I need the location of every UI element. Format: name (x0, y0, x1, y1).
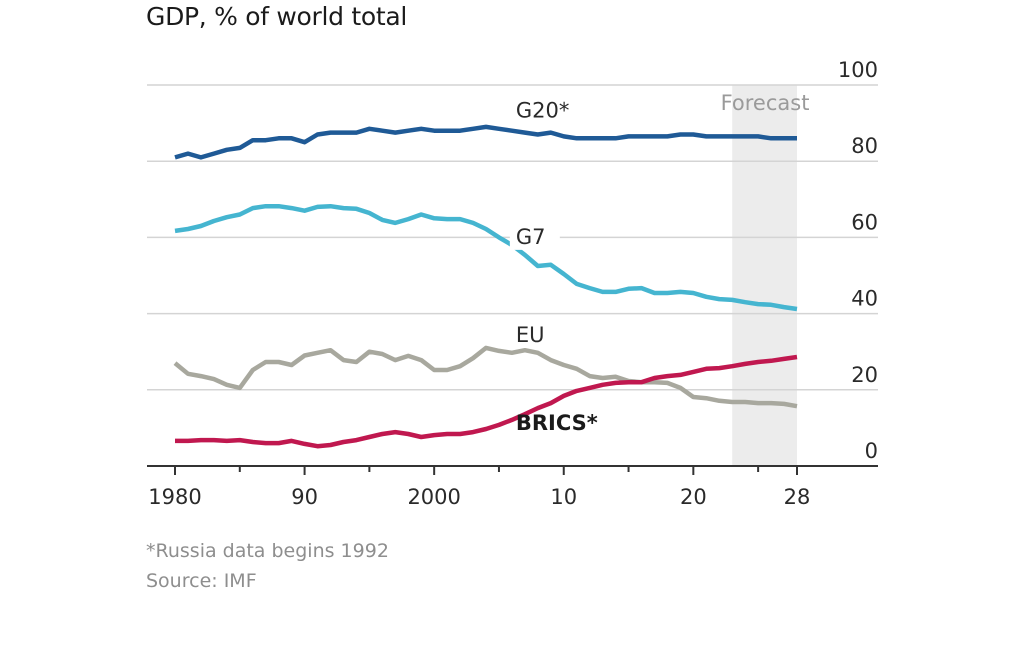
series-labels: G20* G7 EU BRICS* Forecast (509, 91, 810, 435)
y-tick-label-40: 40 (851, 287, 878, 311)
forecast-label: Forecast (721, 91, 810, 115)
forecast-region (732, 85, 797, 466)
y-tick-label-0: 0 (865, 439, 878, 463)
label-backing (509, 223, 560, 250)
series-label-g20: G20* (516, 98, 570, 122)
x-tick-label-1980: 1980 (148, 485, 201, 509)
x-tick-label-20: 20 (680, 485, 707, 509)
x-tick-label-28: 28 (784, 485, 811, 509)
forecast-band (732, 85, 797, 466)
y-tick-label-60: 60 (851, 210, 878, 234)
x-axis (147, 465, 878, 475)
series-line-g7 (174, 203, 798, 312)
series-label-brics: BRICS* (516, 411, 598, 435)
y-axis-labels: 0 20 40 60 80 100 (838, 58, 878, 463)
series-lines (173, 124, 798, 449)
y-tick-label-80: 80 (851, 134, 878, 158)
series-label-eu: EU (516, 323, 545, 347)
footnote-russia: *Russia data begins 1992 (146, 540, 389, 562)
series-line-brics (175, 354, 798, 449)
series-line-g20 (174, 124, 797, 160)
x-tick-label-90: 90 (291, 485, 318, 509)
chart-title: GDP, % of world total (146, 2, 407, 31)
x-tick-label-10: 10 (550, 485, 577, 509)
x-axis-labels: 1980 90 2000 10 20 28 (148, 485, 810, 509)
y-tick-label-100: 100 (838, 58, 878, 82)
source-note: Source: IMF (146, 570, 257, 592)
y-tick-label-20: 20 (851, 363, 878, 387)
series-line-eu (173, 345, 798, 409)
x-tick-label-2000: 2000 (407, 485, 460, 509)
series-label-g7: G7 (516, 225, 546, 249)
